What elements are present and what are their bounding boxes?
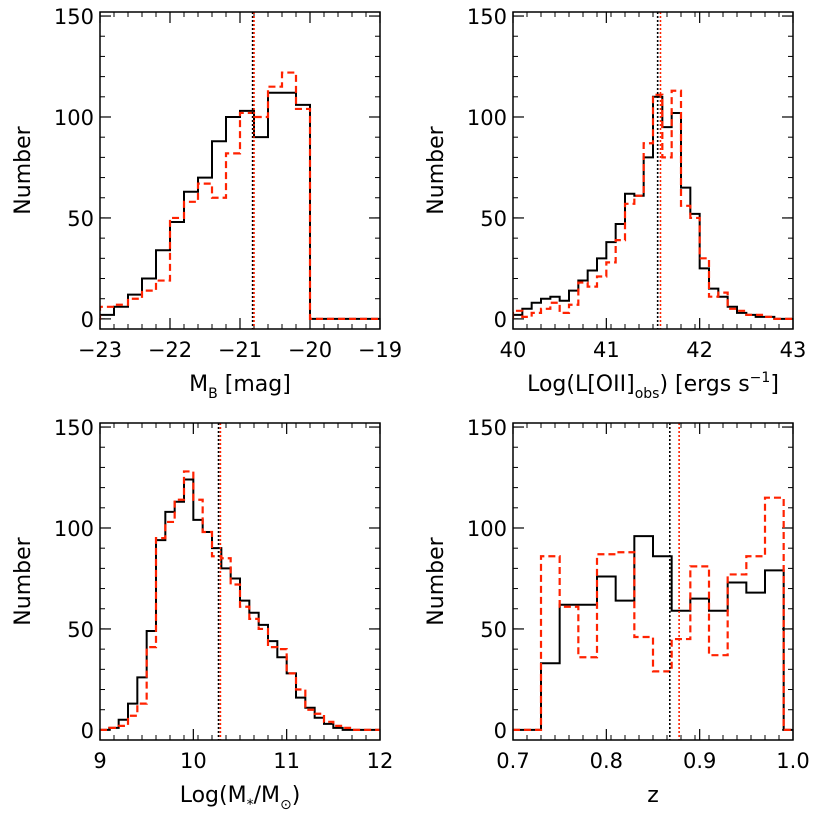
panel-absolute-magnitude: −23 −22 −21 −20 −19 0 50 100 150 Number MB [mag] [11, 5, 402, 402]
x-label-part: Log(L[OII] [527, 372, 635, 397]
x-label-part: [mag] [218, 372, 291, 397]
x-label-part: ) [292, 783, 301, 808]
y-tick-label: 150 [54, 416, 94, 440]
x-tick-label: 0.7 [496, 749, 529, 773]
x-axis-label: Log(L[OII]obs) [ergs s−1] [527, 370, 779, 402]
x-tick-label: −23 [78, 338, 122, 362]
y-axis-label: Number [424, 536, 449, 625]
x-tick-label: −20 [288, 338, 332, 362]
x-label-part: /M [254, 783, 280, 808]
plot-frame [99, 422, 381, 741]
y-tick-label: 150 [467, 5, 507, 29]
x-label-part: M [189, 372, 208, 397]
x-axis-label: Log(M*/M⊙) [180, 783, 301, 813]
x-label-part: −1 [750, 370, 771, 386]
panel-redshift: 0.7 0.8 0.9 1.0 0 50 100 150 Number z [424, 416, 810, 808]
red-dashed-histogram [100, 470, 380, 732]
x-tick-label: 9 [93, 749, 106, 773]
x-tick-label: −19 [358, 338, 402, 362]
x-label-part: z [647, 783, 659, 808]
x-label-part: Log(M [180, 783, 247, 808]
x-label-part: ] [770, 372, 779, 397]
plot-frame [512, 11, 794, 330]
plot-area [100, 423, 380, 740]
y-tick-label: 50 [67, 207, 94, 231]
plot-area [513, 12, 793, 329]
x-label-part: ) [ergs s [659, 372, 749, 397]
x-tick-label: 0.9 [683, 749, 716, 773]
y-tick-label: 100 [467, 517, 507, 541]
panel-oii-luminosity: 40 41 42 43 0 50 100 150 Number Log(L[OII]obs) [e… [424, 5, 806, 402]
y-axis-label: Number [424, 125, 449, 214]
y-tick-label: 0 [81, 719, 94, 743]
red-dashed-histogram [513, 496, 793, 732]
red-dashed-histogram [513, 89, 793, 321]
y-tick-label: 0 [494, 308, 507, 332]
plot-frame [99, 11, 381, 330]
black-solid-histogram [100, 91, 380, 320]
x-tick-label: 41 [593, 338, 620, 362]
x-tick-label: −22 [148, 338, 192, 362]
y-tick-label: 50 [67, 618, 94, 642]
x-tick-label: 42 [686, 338, 713, 362]
x-label-part: * [247, 797, 254, 813]
y-tick-label: 100 [54, 106, 94, 130]
red-dashed-histogram [100, 71, 380, 321]
y-tick-label: 100 [54, 517, 94, 541]
x-tick-label: 43 [780, 338, 807, 362]
x-label-part: ⊙ [280, 797, 292, 813]
y-tick-label: 100 [467, 106, 507, 130]
x-label-part: obs [635, 386, 660, 402]
x-tick-label: 40 [500, 338, 527, 362]
x-tick-label: −21 [218, 338, 262, 362]
x-tick-label: 0.8 [590, 749, 623, 773]
black-solid-histogram [513, 535, 793, 731]
plot-area [513, 423, 793, 740]
y-tick-label: 50 [480, 207, 507, 231]
panel-stellar-mass: 9 10 11 12 0 50 100 150 Number Log(M*/M⊙) [11, 416, 393, 813]
plot-frame [512, 422, 794, 741]
x-tick-label: 11 [273, 749, 300, 773]
y-tick-label: 0 [81, 308, 94, 332]
y-tick-label: 150 [54, 5, 94, 29]
y-axis-label: Number [11, 536, 36, 625]
y-tick-label: 0 [494, 719, 507, 743]
x-tick-label: 10 [180, 749, 207, 773]
y-tick-label: 150 [467, 416, 507, 440]
x-axis-label: z [647, 783, 659, 808]
y-tick-label: 50 [480, 618, 507, 642]
x-tick-label: 1.0 [776, 749, 809, 773]
plot-area [100, 12, 380, 329]
x-label-part: B [208, 386, 218, 402]
x-tick-label: 12 [367, 749, 394, 773]
x-axis-label: MB [mag] [189, 372, 291, 402]
y-axis-label: Number [11, 125, 36, 214]
